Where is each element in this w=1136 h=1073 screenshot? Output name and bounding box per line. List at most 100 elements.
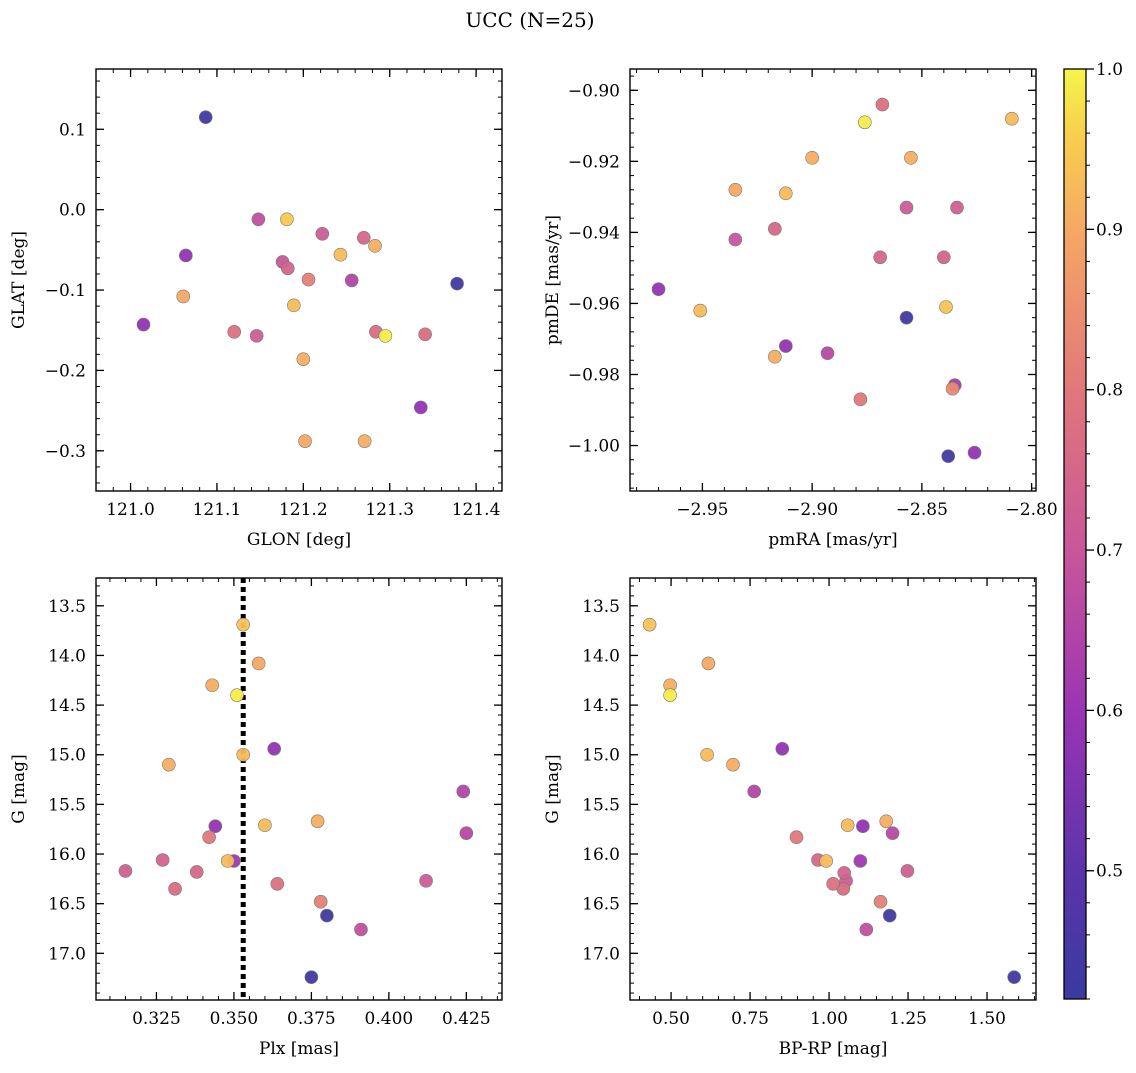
data-point (840, 818, 855, 833)
y-tick-label: 14.5 (48, 696, 86, 716)
x-tick-label: 0.375 (287, 1009, 336, 1029)
data-point (700, 747, 714, 762)
data-point (459, 826, 474, 840)
data-point (858, 115, 872, 130)
data-point (333, 247, 348, 262)
colorbar-gradient (1063, 68, 1087, 1000)
data-point (205, 678, 220, 693)
y-tick-label: 16.5 (48, 895, 86, 915)
x-axis-label: GLON [deg] (247, 530, 351, 550)
data-point (344, 273, 359, 288)
x-axis-label: pmRA [mas/yr] (768, 530, 897, 550)
y-tick-label: 14.5 (582, 696, 620, 716)
data-point (357, 434, 372, 448)
data-point (179, 248, 193, 263)
y-axis-label: GLAT [deg] (9, 231, 29, 329)
figure-title: UCC (N=25) (465, 8, 594, 32)
data-point (663, 688, 677, 702)
y-axis-label: G [mag] (543, 754, 563, 823)
data-point (885, 826, 900, 840)
data-point (775, 741, 790, 756)
data-point (310, 814, 325, 829)
y-tick-label: 16.0 (48, 845, 86, 865)
y-tick-label: 14.0 (582, 646, 620, 666)
data-point (651, 282, 666, 297)
x-tick-label: 121.4 (452, 500, 501, 520)
data-point (899, 310, 914, 325)
x-tick-label: 0.350 (210, 1009, 259, 1029)
y-tick-label: −0.92 (568, 152, 620, 172)
x-tick-label: 121.2 (279, 500, 328, 520)
x-tick-label: 121.3 (365, 500, 414, 520)
data-point (805, 151, 819, 165)
x-tick-label: 1.25 (889, 1009, 927, 1029)
plot-frame (629, 68, 1037, 492)
x-tick-label: 0.400 (365, 1009, 414, 1029)
data-point (693, 303, 708, 318)
data-point (701, 656, 716, 671)
data-point (728, 182, 743, 197)
data-point (168, 881, 182, 896)
data-point (768, 349, 782, 364)
data-point (287, 298, 301, 313)
data-point (1007, 970, 1021, 984)
y-tick-label: −0.94 (568, 223, 620, 243)
colorbar-tick-label: 0.6 (1096, 701, 1123, 721)
y-tick-label: 16.0 (582, 845, 620, 865)
data-point (882, 908, 897, 923)
data-point (726, 757, 740, 772)
data-point (900, 864, 915, 878)
y-tick-label: 15.0 (48, 746, 86, 766)
data-point (937, 250, 951, 265)
data-point (280, 212, 294, 227)
data-point (155, 853, 170, 867)
data-point (313, 894, 328, 909)
x-tick-label: 121.0 (106, 500, 155, 520)
colorbar-tick-label: 0.7 (1096, 541, 1123, 561)
data-point (945, 381, 960, 396)
data-point (1005, 111, 1019, 126)
data-point (418, 327, 432, 342)
y-tick-label: 15.5 (48, 795, 86, 815)
y-tick-label: 17.0 (582, 944, 620, 964)
data-point (220, 854, 235, 868)
data-point (251, 656, 266, 671)
x-tick-label: 0.50 (652, 1009, 690, 1029)
data-point (419, 874, 433, 888)
data-point (642, 617, 657, 632)
scatter-panel-2: −2.95 −2.90 −2.85 −2.80 −0.90 −0.92 −0.94 −0.96… (543, 68, 1058, 550)
x-tick-label: −2.90 (786, 500, 838, 520)
data-point (820, 346, 835, 360)
data-point (378, 329, 393, 343)
data-point (875, 97, 890, 112)
colorbar-tick-label: 1.0 (1096, 60, 1123, 80)
data-point (230, 688, 244, 702)
data-point (779, 339, 793, 353)
data-point (768, 222, 782, 236)
data-point (162, 757, 176, 772)
y-tick-label: 0.0 (59, 201, 86, 221)
data-point (456, 784, 471, 799)
colorbar-tick-label: 0.5 (1096, 862, 1123, 882)
x-tick-label: 0.325 (132, 1009, 181, 1029)
data-point (967, 445, 982, 460)
plot-frame (95, 68, 503, 492)
x-tick-label: −2.85 (896, 500, 948, 520)
x-tick-label: 0.425 (442, 1009, 491, 1029)
data-point (873, 894, 888, 909)
data-point (208, 819, 223, 834)
data-point (450, 276, 464, 291)
x-axis-label: BP-RP [mag] (779, 1039, 888, 1059)
data-point (280, 261, 295, 276)
y-tick-label: 13.5 (48, 597, 86, 617)
data-point (258, 818, 272, 833)
x-tick-label: −2.95 (676, 500, 728, 520)
data-point (251, 212, 266, 227)
data-point (320, 908, 334, 923)
data-point (298, 434, 312, 448)
data-point (939, 300, 953, 314)
x-tick-label: −2.80 (1006, 500, 1058, 520)
y-tick-label: −0.96 (568, 294, 620, 314)
plot-frame (95, 577, 503, 1001)
data-point (853, 392, 868, 407)
